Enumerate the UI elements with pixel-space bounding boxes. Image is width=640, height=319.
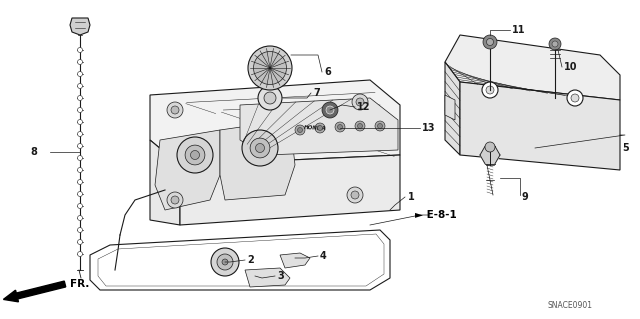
Circle shape [315, 123, 325, 133]
Text: ► E-8-1: ► E-8-1 [415, 210, 457, 220]
Text: 11: 11 [512, 25, 525, 35]
Circle shape [248, 46, 292, 90]
Text: 4: 4 [320, 251, 327, 261]
Circle shape [167, 102, 183, 118]
Circle shape [250, 138, 270, 158]
Circle shape [185, 145, 205, 165]
Circle shape [258, 86, 282, 110]
Circle shape [552, 41, 558, 47]
Circle shape [253, 51, 287, 85]
Circle shape [211, 248, 239, 276]
Circle shape [77, 227, 83, 233]
Circle shape [295, 125, 305, 135]
Circle shape [77, 95, 83, 100]
Circle shape [77, 48, 83, 53]
Circle shape [77, 71, 83, 77]
Circle shape [482, 82, 498, 98]
Circle shape [77, 155, 83, 160]
Circle shape [77, 216, 83, 220]
Circle shape [355, 121, 365, 131]
Circle shape [77, 144, 83, 149]
Circle shape [483, 35, 497, 49]
Polygon shape [150, 140, 180, 225]
Polygon shape [460, 82, 620, 170]
Text: 2: 2 [247, 255, 253, 265]
Circle shape [335, 122, 345, 132]
Text: 7: 7 [313, 88, 320, 98]
Polygon shape [245, 268, 290, 287]
Circle shape [77, 204, 83, 209]
Circle shape [77, 191, 83, 197]
Circle shape [317, 125, 323, 130]
Circle shape [347, 187, 363, 203]
Circle shape [326, 106, 334, 114]
Circle shape [77, 131, 83, 137]
Polygon shape [70, 18, 90, 35]
Circle shape [171, 196, 179, 204]
Circle shape [77, 108, 83, 113]
Circle shape [167, 192, 183, 208]
Text: HONDA: HONDA [303, 125, 326, 131]
Circle shape [191, 151, 200, 160]
Polygon shape [150, 80, 400, 165]
Polygon shape [445, 62, 460, 155]
Circle shape [351, 191, 359, 199]
Circle shape [171, 106, 179, 114]
Text: 10: 10 [564, 62, 577, 72]
Circle shape [322, 102, 338, 118]
Text: 13: 13 [422, 123, 435, 133]
Polygon shape [240, 98, 398, 155]
Circle shape [356, 98, 364, 106]
FancyArrow shape [3, 281, 66, 302]
Text: 3: 3 [277, 271, 284, 281]
Polygon shape [155, 130, 220, 210]
Circle shape [177, 137, 213, 173]
Circle shape [77, 240, 83, 244]
Polygon shape [445, 35, 620, 100]
Circle shape [222, 259, 228, 265]
Text: 5: 5 [622, 143, 628, 153]
Circle shape [77, 84, 83, 88]
Circle shape [298, 128, 303, 132]
Polygon shape [180, 155, 400, 225]
Text: 9: 9 [522, 192, 529, 202]
Polygon shape [220, 120, 295, 200]
Circle shape [255, 144, 264, 152]
Circle shape [77, 167, 83, 173]
Circle shape [77, 251, 83, 256]
Text: 1: 1 [408, 192, 415, 202]
Circle shape [77, 60, 83, 64]
Text: SNACE0901: SNACE0901 [547, 300, 593, 309]
Text: FR.: FR. [70, 279, 90, 289]
Circle shape [352, 94, 368, 110]
Polygon shape [280, 253, 310, 268]
Text: 6: 6 [324, 67, 331, 77]
Polygon shape [480, 146, 500, 164]
Circle shape [378, 123, 383, 129]
Circle shape [264, 92, 276, 104]
Circle shape [337, 124, 342, 130]
Circle shape [375, 121, 385, 131]
Circle shape [77, 180, 83, 184]
Circle shape [485, 142, 495, 152]
Circle shape [486, 39, 493, 46]
Circle shape [567, 90, 583, 106]
Circle shape [571, 94, 579, 102]
Circle shape [77, 120, 83, 124]
Circle shape [486, 86, 494, 94]
Circle shape [358, 123, 362, 129]
Circle shape [217, 254, 233, 270]
Circle shape [549, 38, 561, 50]
Text: 12: 12 [357, 102, 371, 112]
Circle shape [242, 130, 278, 166]
Polygon shape [445, 95, 455, 120]
Text: 8: 8 [30, 147, 37, 157]
